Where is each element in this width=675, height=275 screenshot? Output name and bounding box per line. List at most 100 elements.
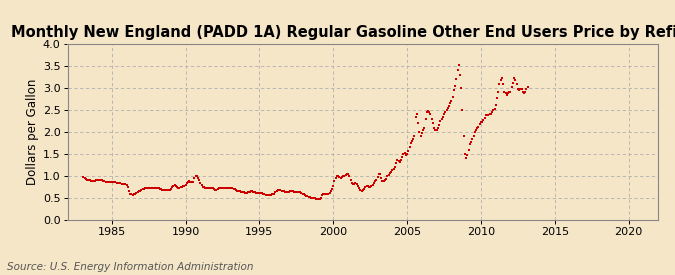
Point (215, 186, 225, 190)
Point (322, 192, 333, 197)
Point (367, 183, 378, 187)
Point (387, 168, 398, 172)
Point (111, 180, 122, 185)
Point (409, 134, 420, 139)
Point (176, 185, 186, 190)
Point (128, 193, 138, 197)
Point (433, 125, 443, 130)
Point (468, 133, 479, 138)
Point (511, 82, 522, 87)
Point (246, 189, 257, 194)
Point (406, 139, 417, 143)
Point (421, 110, 432, 114)
Point (517, 89, 528, 94)
Point (490, 103, 501, 107)
Point (264, 193, 275, 197)
Point (354, 186, 364, 191)
Point (415, 134, 426, 139)
Y-axis label: Dollars per Gallon: Dollars per Gallon (26, 79, 38, 185)
Point (379, 178, 390, 183)
Point (201, 186, 212, 191)
Point (508, 81, 518, 85)
Point (338, 174, 348, 179)
Point (372, 175, 383, 180)
Point (370, 179, 381, 183)
Point (248, 190, 259, 194)
Point (210, 188, 221, 192)
Point (206, 186, 217, 191)
Point (475, 120, 486, 125)
Point (358, 186, 369, 191)
Point (218, 186, 229, 190)
Point (270, 190, 281, 194)
Title: Monthly New England (PADD 1A) Regular Gasoline Other End Users Price by Refiners: Monthly New England (PADD 1A) Regular Ga… (11, 25, 675, 40)
Point (298, 192, 309, 197)
Point (331, 173, 342, 178)
Point (277, 189, 288, 193)
Point (504, 90, 514, 95)
Point (371, 178, 382, 183)
Point (185, 180, 196, 184)
Point (164, 188, 175, 192)
Point (494, 82, 505, 87)
Point (286, 189, 297, 194)
Point (463, 147, 474, 152)
Point (425, 111, 436, 116)
Point (292, 190, 303, 194)
Point (478, 117, 489, 122)
Point (316, 195, 327, 200)
Point (464, 142, 475, 147)
Point (88, 179, 99, 183)
Point (80, 176, 90, 180)
Point (442, 106, 453, 110)
Point (98, 179, 109, 183)
Point (120, 182, 131, 186)
Point (310, 197, 321, 201)
Point (276, 188, 287, 193)
Point (454, 63, 464, 67)
Point (366, 184, 377, 188)
Point (381, 177, 392, 181)
Point (404, 145, 415, 150)
Point (204, 186, 215, 190)
Point (191, 174, 202, 179)
Point (437, 114, 448, 119)
Point (92, 177, 103, 182)
Point (362, 184, 373, 188)
Point (173, 186, 184, 190)
Point (300, 193, 310, 197)
Point (349, 182, 360, 186)
Point (350, 181, 361, 186)
Point (436, 117, 447, 121)
Point (222, 186, 233, 191)
Point (397, 155, 408, 159)
Point (282, 190, 293, 194)
Point (163, 188, 173, 192)
Point (375, 172, 385, 177)
Point (431, 128, 442, 132)
Point (489, 107, 500, 111)
Point (114, 181, 125, 185)
Point (479, 116, 490, 120)
Point (491, 95, 502, 100)
Point (500, 91, 511, 95)
Point (135, 188, 146, 193)
Point (221, 186, 232, 190)
Point (516, 87, 527, 91)
Point (121, 183, 132, 187)
Point (217, 186, 228, 190)
Point (470, 128, 481, 132)
Point (295, 190, 306, 194)
Point (288, 190, 299, 194)
Point (398, 152, 409, 156)
Point (89, 179, 100, 183)
Point (388, 167, 399, 171)
Point (450, 84, 460, 88)
Point (183, 180, 194, 184)
Point (503, 91, 514, 95)
Point (142, 186, 153, 190)
Point (461, 155, 472, 160)
Point (132, 190, 143, 194)
Point (261, 193, 271, 197)
Point (427, 117, 437, 121)
